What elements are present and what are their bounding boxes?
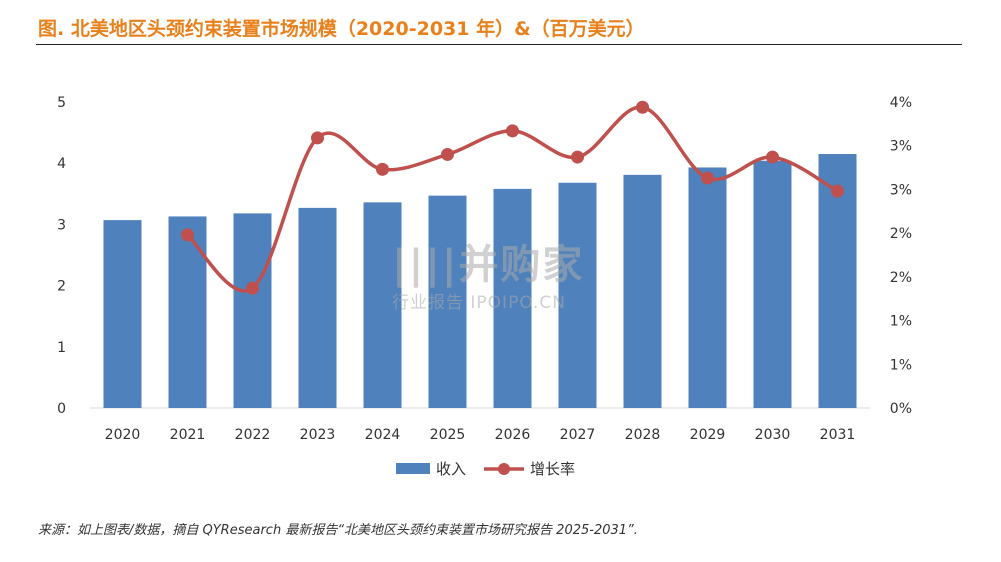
left-axis: 0 1 2 3 4 5 [57, 95, 66, 417]
growth-point [701, 171, 714, 185]
bar [428, 195, 467, 408]
left-tick-label: 5 [57, 95, 66, 111]
right-tick-label: 1% [890, 357, 912, 373]
legend-line-marker [498, 463, 510, 475]
bar [753, 160, 792, 408]
x-tick-label: 2030 [755, 427, 791, 443]
legend-bar-label: 收入 [436, 460, 466, 478]
growth-point [246, 281, 259, 295]
bar [493, 188, 532, 408]
page-title: 图. 北美地区头颈约束装置市场规模（2020-2031 年）&（百万美元） [38, 18, 645, 40]
left-tick-label: 2 [57, 279, 66, 295]
growth-point [376, 162, 389, 176]
growth-point [571, 150, 584, 164]
legend-bar-swatch [396, 463, 430, 474]
x-axis-labels: 2020 2021 2022 2023 2024 2025 2026 2027 2028 2029… [105, 427, 856, 443]
left-tick-label: 3 [57, 217, 66, 233]
bar [558, 182, 597, 408]
x-tick-label: 2028 [625, 427, 661, 443]
title-divider [36, 44, 962, 45]
bar [298, 207, 337, 408]
growth-points [181, 100, 844, 295]
right-tick-label: 1% [890, 314, 912, 330]
x-tick-label: 2023 [300, 427, 336, 443]
bar [103, 220, 142, 408]
bar [168, 216, 207, 408]
right-axis: 0% 1% 1% 2% 2% 3% 3% 4% [890, 95, 912, 417]
bar-series [103, 154, 857, 408]
growth-point [636, 100, 649, 114]
right-tick-label: 0% [890, 401, 912, 417]
growth-line [186, 105, 839, 293]
x-tick-label: 2029 [690, 427, 726, 443]
growth-point [506, 124, 519, 138]
right-tick-label: 2% [890, 270, 912, 286]
right-tick-label: 3% [890, 139, 912, 155]
x-tick-label: 2026 [495, 427, 531, 443]
x-tick-label: 2031 [820, 427, 856, 443]
growth-point [181, 228, 194, 242]
x-tick-label: 2027 [560, 427, 596, 443]
x-tick-label: 2020 [105, 427, 141, 443]
growth-point [441, 147, 454, 161]
left-tick-label: 0 [57, 401, 66, 417]
bar [363, 202, 402, 408]
x-tick-label: 2021 [170, 427, 206, 443]
growth-point [766, 150, 779, 164]
x-tick-label: 2025 [430, 427, 466, 443]
left-tick-label: 1 [57, 340, 66, 356]
right-tick-label: 3% [890, 182, 912, 198]
bar [688, 167, 727, 408]
legend: 收入 增长率 [396, 460, 575, 478]
growth-point [831, 184, 844, 198]
left-tick-label: 4 [57, 156, 66, 172]
chart: 0 1 2 3 4 5 0% 1% 1% 2% 2% 3% 3% 4% 2020 2021 2022 2023… [57, 95, 912, 478]
source-note: 来源：如上图表/数据，摘自 QYResearch 最新报告“北美地区头颈约束装置… [38, 523, 638, 538]
growth-point [311, 131, 324, 145]
bar [623, 174, 662, 408]
right-tick-label: 4% [890, 95, 912, 111]
bar [233, 213, 272, 408]
right-tick-label: 2% [890, 226, 912, 242]
x-tick-label: 2024 [365, 427, 401, 443]
x-tick-label: 2022 [235, 427, 271, 443]
legend-line-label: 增长率 [530, 460, 575, 478]
